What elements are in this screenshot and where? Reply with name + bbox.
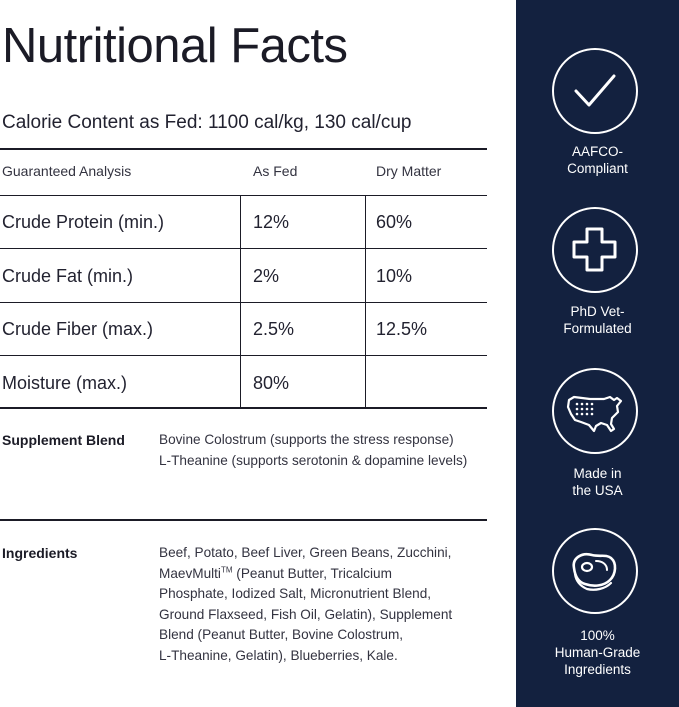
header-guaranteed-analysis: Guaranteed Analysis — [2, 163, 132, 179]
row-asfed-protein: 12% — [253, 212, 290, 232]
ingredients-line: Ground Flaxseed, Fish Oil, Gelatin), Sup… — [159, 606, 453, 622]
page-title: Nutritional Facts — [2, 19, 348, 73]
ingredients-label: Ingredients — [2, 545, 78, 561]
row-name-moisture: Moisture (max.) — [2, 373, 128, 393]
nutrition-panel: Nutritional Facts Calorie Content as Fed… — [0, 19, 489, 666]
badge-line: AAFCO- — [571, 144, 623, 159]
calorie-content: Calorie Content as Fed: 1100 cal/kg, 130… — [2, 112, 412, 133]
table-bottom-rule — [0, 407, 487, 409]
ingredients-line: MaevMultiTM (Peanut Butter, Tricalcium — [159, 564, 489, 585]
supplement-line: Bovine Colostrum (supports the stress re… — [159, 432, 454, 447]
steak-icon — [552, 528, 638, 614]
badge-label-usa: Made in the USA — [516, 465, 679, 499]
row-asfed-fiber: 2.5% — [253, 319, 295, 339]
ingredients-line: Blend (Peanut Butter, Bovine Colostrum, — [159, 627, 404, 642]
badge-label-vet: PhD Vet- Formulated — [516, 303, 679, 337]
row-divider — [0, 302, 487, 303]
checkmark-icon — [552, 48, 638, 134]
row-asfed-fat: 2% — [253, 266, 280, 286]
badge-label-aafco: AAFCO- Compliant — [516, 143, 679, 177]
table-top-rule — [0, 148, 487, 150]
badge-line: 100% — [580, 628, 615, 643]
badge-line: the USA — [572, 483, 623, 498]
badge-line: Ingredients — [564, 662, 631, 677]
trademark-sup: TM — [220, 564, 233, 574]
badge-line: PhD Vet- — [570, 304, 625, 319]
row-divider — [0, 248, 487, 249]
badges-sidebar: AAFCO- Compliant PhD Vet- Formulated Mad… — [516, 0, 679, 707]
supplement-bottom-rule — [0, 519, 487, 521]
header-dry-matter: Dry Matter — [376, 163, 442, 179]
header-as-fed: As Fed — [253, 163, 298, 179]
ingredients-line: Phosphate, Iodized Salt, Micronutrient B… — [159, 586, 432, 601]
badge-line: Compliant — [567, 161, 628, 176]
badge-line: Made in — [573, 466, 622, 481]
ingredients-line: Beef, Potato, Beef Liver, Green Beans, Z… — [159, 545, 452, 560]
badge-line: Formulated — [563, 321, 632, 336]
row-asfed-moisture: 80% — [253, 373, 290, 393]
header-divider — [0, 195, 487, 196]
row-divider — [0, 355, 487, 356]
ingredients-text: Beef, Potato, Beef Liver, Green Beans, Z… — [159, 543, 489, 666]
usa-map-icon — [552, 368, 638, 454]
supplement-label: Supplement Blend — [2, 432, 125, 448]
supplement-line: L-Theanine (supports serotonin & dopamin… — [159, 452, 468, 468]
row-dry-fiber: 12.5% — [376, 319, 428, 339]
supplement-text: Bovine Colostrum (supports the stress re… — [159, 430, 489, 471]
maevmulti-text: MaevMulti — [159, 565, 221, 581]
maevmulti-rest: (Peanut Butter, Tricalcium — [232, 565, 392, 581]
badge-line: Human-Grade — [554, 645, 641, 660]
row-name-fat: Crude Fat (min.) — [2, 266, 134, 286]
ingredients-line: L-Theanine, Gelatin), Blueberries, Kale. — [159, 647, 398, 663]
row-dry-fat: 10% — [376, 266, 413, 286]
row-dry-protein: 60% — [376, 212, 413, 232]
column-divider-1 — [240, 195, 241, 408]
row-name-protein: Crude Protein (min.) — [2, 212, 165, 232]
row-name-fiber: Crude Fiber (max.) — [2, 319, 154, 339]
badge-label-human-grade: 100% Human-Grade Ingredients — [516, 627, 679, 678]
column-divider-2 — [365, 195, 366, 408]
medical-cross-icon — [552, 207, 638, 293]
